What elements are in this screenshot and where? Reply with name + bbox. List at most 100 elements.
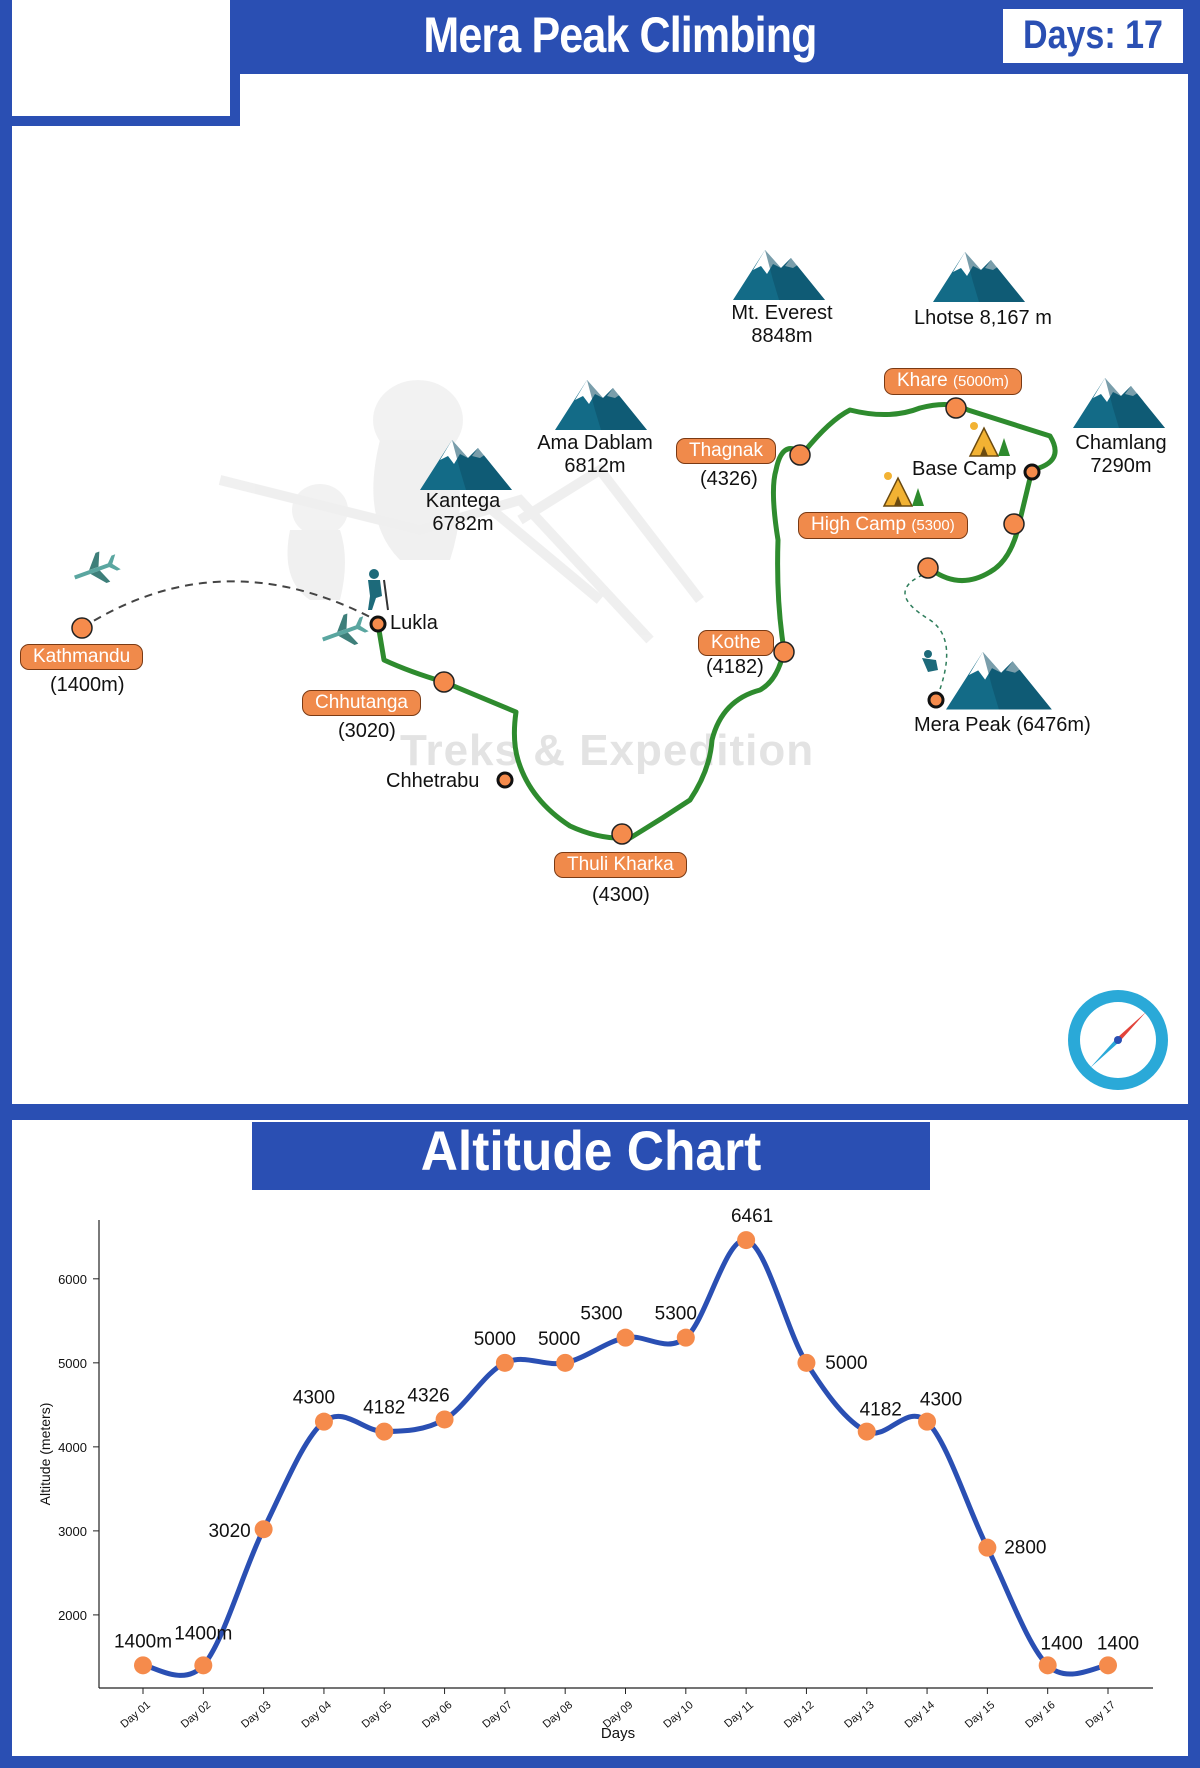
- thagnak-alt: (4326): [700, 468, 758, 490]
- y-tick-label: 5000: [58, 1356, 87, 1371]
- data-label: 2800: [1004, 1538, 1046, 1559]
- x-tick-label: Day 13: [842, 1699, 876, 1731]
- data-label: 5000: [474, 1329, 516, 1350]
- x-tick-label: Day 16: [1023, 1699, 1057, 1731]
- y-tick-label: 6000: [58, 1272, 87, 1287]
- data-point: [495, 1353, 514, 1372]
- chhetrabu-node: [496, 771, 514, 789]
- mera-peak-label: Mera Peak (6476m): [914, 714, 1091, 736]
- x-tick-label: Day 10: [661, 1699, 695, 1731]
- data-point: [978, 1538, 997, 1557]
- route-map: [71, 250, 1168, 1090]
- tent-icon: [968, 422, 1010, 457]
- tent-icon: [882, 472, 924, 507]
- data-point: [1099, 1656, 1117, 1675]
- x-tick-label: Day 02: [179, 1699, 213, 1731]
- y-tick-label: 3000: [58, 1524, 87, 1539]
- x-tick-label: Day 12: [782, 1699, 816, 1731]
- data-label: 3020: [208, 1521, 250, 1542]
- data-point: [435, 1410, 454, 1429]
- data-label: 1400: [1097, 1633, 1139, 1654]
- kothe-pill: Kothe: [698, 630, 774, 656]
- y-tick-label: 4000: [58, 1440, 87, 1455]
- compass-icon: [1068, 990, 1168, 1090]
- chhutanga-alt: (3020): [338, 720, 396, 742]
- data-point: [857, 1422, 876, 1441]
- thuli-kharka-node: [611, 823, 633, 845]
- data-label: 4326: [407, 1385, 449, 1406]
- thuli-kharka-alt: (4300): [592, 884, 650, 906]
- data-label: 4300: [920, 1390, 962, 1411]
- hiker-icon: [368, 569, 389, 611]
- kantega-label: Kantega 6782m: [425, 490, 501, 535]
- data-point: [616, 1328, 635, 1347]
- thuli-kharka-pill: Thuli Kharka: [554, 852, 687, 878]
- x-tick-label: Day 15: [963, 1699, 997, 1731]
- lhotse-label: Lhotse 8,167 m: [914, 307, 1052, 329]
- days-count: Days: 17: [1023, 13, 1163, 57]
- data-point: [314, 1412, 333, 1431]
- kathmandu-pill: Kathmandu: [20, 644, 144, 670]
- airplane-icon: [322, 613, 369, 645]
- x-tick-label: Day 03: [239, 1699, 273, 1731]
- data-point: [556, 1353, 575, 1372]
- x-tick-label: Day 14: [903, 1699, 937, 1731]
- data-point: [918, 1412, 937, 1431]
- data-label: 4182: [860, 1400, 902, 1421]
- data-label: 1400m: [114, 1631, 172, 1652]
- ama-dablam-label: Ama Dablam 6812m: [537, 432, 653, 477]
- x-tick-label: Day 11: [722, 1699, 756, 1730]
- khare-pill: Khare (5000m): [884, 368, 1022, 395]
- data-label: 5300: [655, 1304, 697, 1325]
- chhutanga-node: [433, 671, 455, 693]
- lukla-node: [369, 615, 387, 633]
- everest-label: Mt. Everest 8848m: [731, 302, 833, 347]
- lukla-label: Lukla: [390, 612, 438, 634]
- data-label: 5300: [580, 1304, 622, 1325]
- mera-peak-node: [927, 691, 945, 709]
- data-point: [134, 1656, 152, 1675]
- x-tick-label: Day 04: [299, 1699, 333, 1731]
- chart-title-bar: [252, 1122, 930, 1190]
- base-camp-node: [1023, 463, 1041, 481]
- chart-panel: [12, 1120, 1188, 1756]
- data-label: 5000: [538, 1329, 580, 1350]
- data-label: 4300: [293, 1388, 335, 1409]
- chart-title: Altitude Chart: [420, 1119, 762, 1182]
- map-panel: [12, 74, 1188, 1104]
- data-point: [375, 1422, 394, 1441]
- climber-icon: [922, 650, 938, 672]
- x-tick-label: Day 08: [541, 1699, 575, 1731]
- kothe-node: [773, 641, 795, 663]
- data-point: [254, 1520, 273, 1539]
- thagnak-pill: Thagnak: [676, 438, 776, 464]
- base-camp-label: Base Camp: [912, 458, 1017, 480]
- data-point: [797, 1353, 816, 1372]
- x-tick-label: Day 06: [420, 1699, 454, 1731]
- data-point: [194, 1656, 213, 1675]
- high-camp-node: [1003, 513, 1025, 535]
- kathmandu-alt: (1400m): [50, 674, 125, 696]
- data-point: [737, 1231, 756, 1250]
- data-label: 6461: [731, 1206, 773, 1227]
- page-title: Mera Peak Climbing: [423, 7, 817, 63]
- route-nodes: [71, 397, 1041, 845]
- days-badge: Days: 17: [1003, 9, 1183, 63]
- chhetrabu-label: Chhetrabu: [386, 770, 480, 792]
- data-label: 5000: [825, 1353, 867, 1374]
- x-tick-label: Day 05: [360, 1699, 394, 1731]
- altitude-line: [142, 1237, 1109, 1678]
- chhutanga-pill: Chhutanga: [302, 690, 421, 716]
- chamlang-label: Chamlang 7290m: [1075, 432, 1167, 477]
- data-label: 1400: [1041, 1633, 1083, 1654]
- kathmandu-node: [71, 617, 93, 639]
- data-point: [1038, 1656, 1057, 1675]
- y-axis-label: Altitude (meters): [37, 1403, 53, 1506]
- thagnak-node: [789, 444, 811, 466]
- airplane-icon: [74, 551, 121, 583]
- data-point: [676, 1328, 695, 1347]
- x-tick-label: Day 17: [1084, 1699, 1118, 1731]
- watermark-text: Treks & Expedition: [400, 726, 815, 775]
- camp-node: [917, 557, 939, 579]
